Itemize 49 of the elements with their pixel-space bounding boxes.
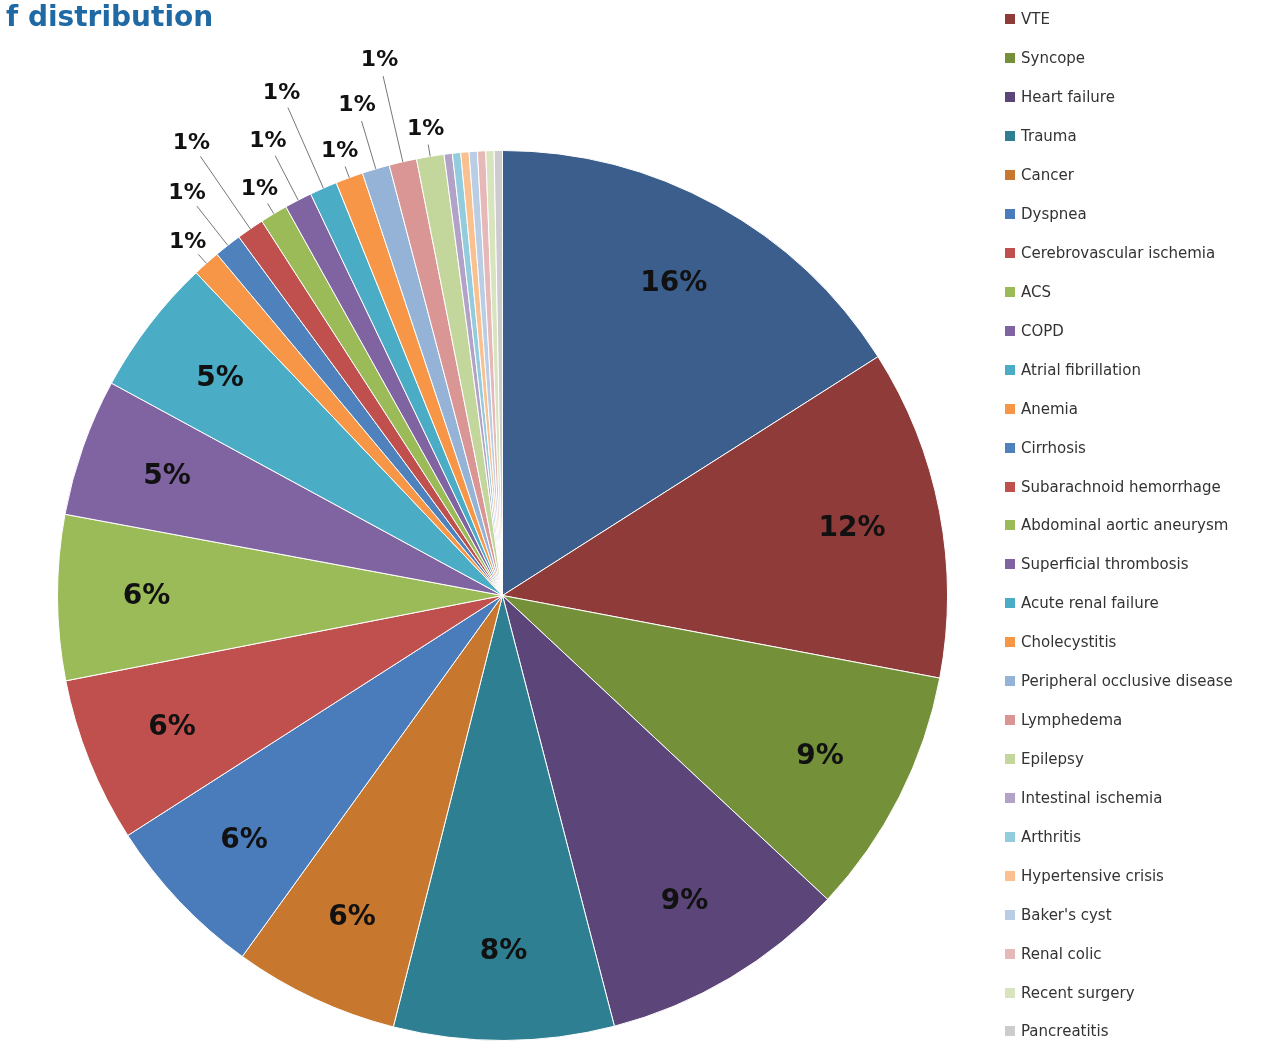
legend-label: Subarachnoid hemorrhage [1020, 476, 1222, 498]
data-label: 1% [262, 78, 301, 104]
legend-label: ACS [1020, 281, 1052, 303]
legend-label: VTE [1020, 9, 1051, 31]
legend-label: Dyspnea [1020, 204, 1088, 226]
data-label: 1% [406, 114, 445, 140]
legend-label: Heart failure [1020, 87, 1116, 109]
data-label: 1% [249, 127, 287, 153]
legend-label: Intestinal ischemia [1020, 787, 1164, 809]
data-label: 1% [360, 46, 399, 72]
legend-label: Atrial fibrillation [1020, 359, 1142, 381]
legend-label: Superficial thrombosis [1020, 554, 1190, 576]
data-label: 6% [220, 821, 268, 855]
legend-label: Arthritis [1020, 826, 1082, 848]
data-label: 1% [320, 137, 359, 163]
legend-label: Recent surgery [1020, 982, 1136, 1004]
legend-label: Renal colic [1020, 943, 1103, 965]
data-label: 8% [479, 932, 528, 966]
data-label: 1% [338, 91, 376, 117]
legend-label: Lymphedema [1020, 710, 1124, 732]
legend-label: Acute renal failure [1020, 593, 1160, 615]
legend-label: Cirrhosis [1020, 437, 1087, 459]
legend-label: Peripheral occlusive disease [1020, 671, 1233, 693]
chart-title: f distribution [6, 0, 214, 33]
data-label: 1% [172, 128, 211, 154]
data-label: 1% [168, 179, 206, 205]
data-label: 16% [640, 264, 708, 298]
data-label: 9% [660, 882, 709, 916]
data-label: 5% [143, 457, 191, 491]
data-label: 6% [148, 709, 196, 743]
legend-label: Epilepsy [1020, 748, 1085, 770]
legend-label: Anemia [1020, 398, 1079, 420]
legend-label: Pancreatitis [1020, 1021, 1110, 1043]
legend-label: Cholecystitis [1020, 632, 1118, 654]
data-label: 5% [196, 360, 244, 394]
legend-label: Trauma [1020, 126, 1078, 148]
legend-label: Hypertensive crisis [1020, 865, 1165, 887]
data-label: 9% [796, 737, 844, 771]
legend-label: Baker's cyst [1020, 904, 1113, 926]
data-label: 6% [328, 899, 376, 933]
data-label: 12% [818, 509, 886, 543]
data-label: 1% [240, 175, 279, 201]
legend-label: Cancer [1020, 165, 1075, 187]
data-label: 1% [169, 228, 207, 254]
legend-label: Abdominal aortic aneurysm [1020, 515, 1230, 537]
legend-label: Cerebrovascular ischemia [1020, 243, 1217, 264]
legend-label: COPD [1020, 320, 1065, 342]
data-label: 6% [122, 578, 171, 612]
legend-label: Syncope [1020, 48, 1087, 70]
